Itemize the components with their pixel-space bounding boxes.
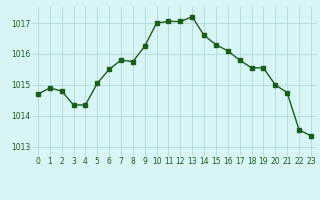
Text: Graphe pression niveau de la mer (hPa): Graphe pression niveau de la mer (hPa) [51, 184, 269, 194]
